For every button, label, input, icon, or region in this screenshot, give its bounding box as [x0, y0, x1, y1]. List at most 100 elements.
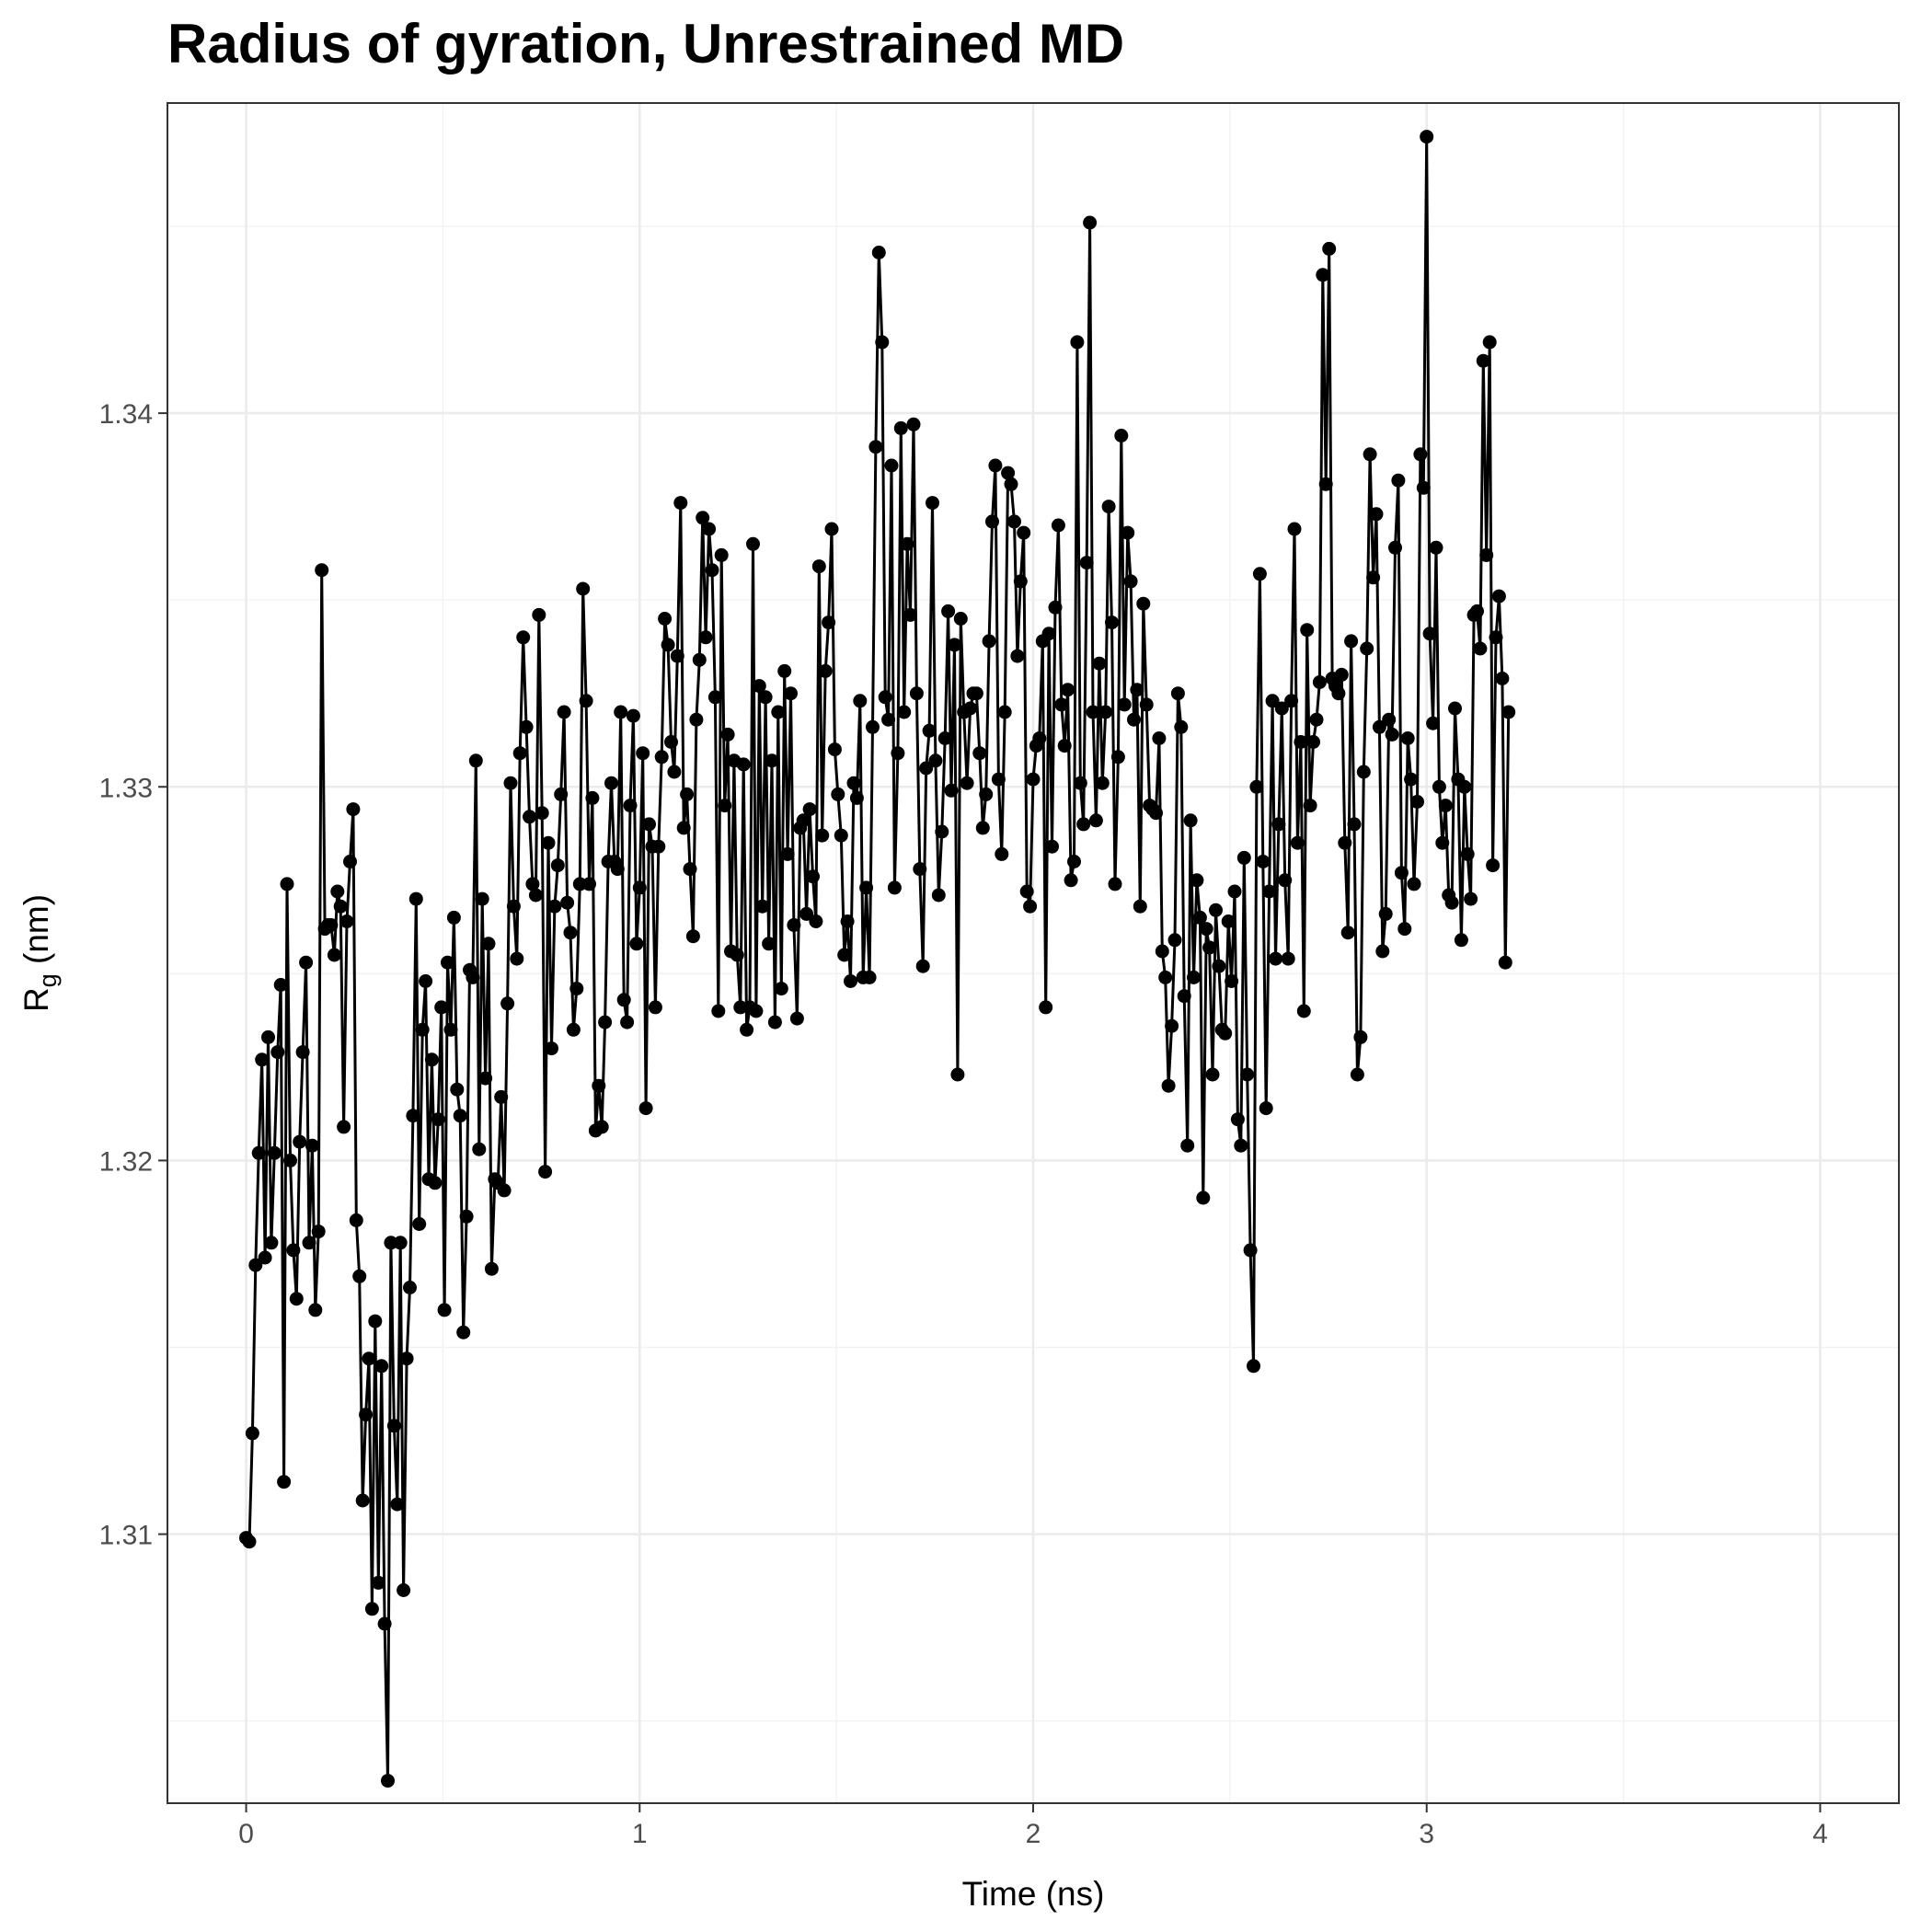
data-point: [827, 742, 842, 757]
data-point: [755, 899, 770, 914]
data-point: [333, 899, 348, 914]
data-point: [1378, 906, 1393, 921]
data-point: [459, 1209, 474, 1224]
data-point: [1108, 877, 1122, 891]
data-point: [997, 705, 1012, 719]
data-point: [884, 458, 899, 473]
data-point: [935, 824, 949, 839]
data-point: [364, 1602, 379, 1616]
data-point: [1130, 683, 1144, 697]
data-point: [859, 880, 874, 895]
data-point: [277, 1475, 292, 1489]
data-point: [796, 813, 811, 828]
data-point: [1322, 241, 1337, 256]
data-point: [765, 753, 779, 768]
data-point: [264, 1236, 279, 1250]
data-point: [1363, 447, 1377, 462]
data-point: [415, 1022, 430, 1037]
data-point: [399, 1351, 414, 1366]
data-point: [299, 955, 314, 970]
data-point: [862, 970, 877, 984]
data-point: [670, 649, 684, 663]
data-point: [1372, 719, 1386, 734]
data-point: [563, 926, 578, 940]
data-point: [434, 1000, 449, 1015]
data-point: [1303, 799, 1317, 813]
data-point: [844, 974, 857, 988]
data-point: [714, 547, 729, 562]
series-line: [245, 135, 1511, 1783]
data-point: [545, 1041, 558, 1056]
data-point: [446, 910, 461, 925]
data-point: [632, 880, 647, 895]
data-point: [1013, 574, 1028, 589]
data-point: [676, 821, 691, 835]
x-axis: 0 1 2 3 4: [238, 1803, 1828, 1849]
data-point: [746, 536, 760, 551]
chart-title: Radius of gyration, Unrestrained MD: [167, 13, 1124, 75]
data-point: [638, 1101, 653, 1116]
data-point: [1174, 719, 1189, 734]
data-point: [1192, 910, 1207, 925]
data-point: [774, 982, 788, 996]
data-point: [585, 790, 600, 805]
data-point: [758, 690, 773, 705]
data-point: [875, 335, 890, 350]
data-point: [784, 686, 798, 701]
data-point: [582, 877, 596, 891]
data-point: [1312, 675, 1327, 689]
data-point: [1187, 970, 1201, 984]
data-point: [346, 802, 361, 817]
data-point: [897, 705, 912, 719]
data-point: [1048, 600, 1063, 615]
data-point: [1269, 951, 1282, 966]
data-point: [1385, 727, 1399, 742]
data-point: [512, 746, 527, 761]
data-point: [554, 787, 569, 801]
data-point: [1190, 873, 1204, 888]
data-point: [771, 705, 786, 719]
data-point: [1420, 130, 1434, 144]
data-point: [1199, 922, 1213, 937]
data-point: [481, 937, 496, 951]
data-point: [560, 895, 575, 910]
data-point: [777, 663, 792, 678]
data-point: [1416, 480, 1431, 495]
data-point: [1064, 873, 1078, 888]
data-point: [1252, 567, 1267, 581]
data-point: [368, 1314, 383, 1328]
data-point: [919, 761, 934, 776]
data-point: [1079, 556, 1094, 570]
data-point: [1262, 884, 1277, 899]
data-point: [811, 559, 826, 574]
data-point: [1165, 1018, 1179, 1033]
data-point: [893, 420, 908, 435]
data-point: [824, 522, 839, 536]
data-point: [324, 918, 339, 932]
data-point: [944, 783, 959, 798]
data-point: [1429, 540, 1443, 555]
data-point: [1482, 335, 1497, 350]
data-point: [337, 1120, 351, 1134]
data-point: [1249, 779, 1264, 794]
data-point: [472, 1142, 487, 1156]
data-point: [696, 511, 710, 525]
data-point: [525, 877, 540, 891]
data-point: [308, 1303, 323, 1317]
data-point: [1400, 731, 1415, 745]
data-point: [1271, 817, 1286, 832]
data-point: [604, 776, 618, 790]
data-point: [510, 951, 524, 966]
data-point: [685, 929, 700, 944]
data-point: [1457, 779, 1472, 794]
data-point: [1127, 712, 1141, 727]
data-point: [1004, 477, 1018, 491]
data-point: [500, 996, 515, 1011]
data-point: [443, 1022, 458, 1037]
data-point: [1460, 846, 1475, 861]
data-point: [1161, 1078, 1176, 1093]
grid-layer: [167, 103, 1899, 1803]
data-point: [915, 959, 930, 973]
data-point: [1136, 596, 1151, 611]
